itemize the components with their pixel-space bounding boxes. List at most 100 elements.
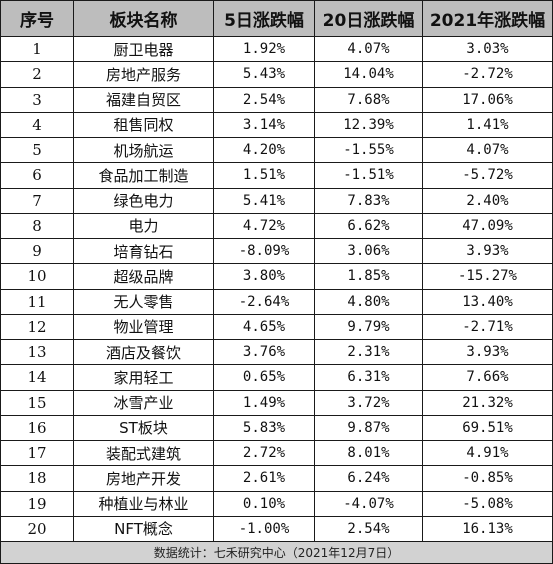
sector-name: 绿色电力 [73, 187, 214, 214]
change-2021: 47.09% [422, 212, 553, 240]
change-20day: 6.62% [314, 212, 423, 240]
sector-name: 酒店及餐饮 [73, 338, 214, 366]
change-20day: 6.31% [314, 364, 423, 391]
change-20day: 9.87% [314, 414, 423, 442]
sector-name: 食品加工制造 [73, 162, 214, 189]
change-2021: 69.51% [422, 414, 553, 442]
change-5day: -1.00% [213, 515, 315, 543]
table-row: 4 租售同权 3.14% 12.39% 1.41% [0, 111, 553, 139]
footer-row: 数据统计：七禾研究中心（2021年12月7日） [0, 541, 553, 564]
change-5day: 1.92% [213, 35, 315, 63]
row-index: 16 [0, 414, 74, 442]
header-sector-name: 板块名称 [73, 0, 214, 37]
header-row: 序号 板块名称 5日涨跌幅 20日涨跌幅 2021年涨跌幅 [0, 0, 553, 37]
change-20day: 3.06% [314, 237, 423, 265]
row-index: 17 [0, 439, 74, 467]
table-row: 7 绿色电力 5.41% 7.83% 2.40% [0, 187, 553, 214]
change-20day: 4.80% [314, 288, 423, 315]
row-index: 1 [0, 35, 74, 63]
header-20day-change: 20日涨跌幅 [314, 0, 423, 37]
change-5day: 1.49% [213, 389, 315, 416]
change-20day: 2.54% [314, 515, 423, 543]
row-index: 19 [0, 490, 74, 517]
table-row: 9 培育钻石 -8.09% 3.06% 3.93% [0, 237, 553, 265]
row-index: 15 [0, 389, 74, 416]
change-2021: 4.91% [422, 439, 553, 467]
table-row: 2 房地产服务 5.43% 14.04% -2.72% [0, 61, 553, 88]
sector-name: 培育钻石 [73, 237, 214, 265]
table-row: 8 电力 4.72% 6.62% 47.09% [0, 212, 553, 240]
change-5day: 0.65% [213, 364, 315, 391]
change-2021: -2.72% [422, 61, 553, 88]
table-row: 14 家用轻工 0.65% 6.31% 7.66% [0, 364, 553, 391]
sector-name: ST板块 [73, 414, 214, 442]
table-row: 15 冰雪产业 1.49% 3.72% 21.32% [0, 389, 553, 416]
change-20day: -4.07% [314, 490, 423, 517]
change-2021: 21.32% [422, 389, 553, 416]
row-index: 2 [0, 61, 74, 88]
sector-name: 超级品牌 [73, 263, 214, 290]
change-5day: 4.20% [213, 136, 315, 164]
row-index: 3 [0, 86, 74, 113]
change-20day: 7.83% [314, 187, 423, 214]
change-20day: 9.79% [314, 313, 423, 341]
change-2021: 3.93% [422, 237, 553, 265]
change-5day: 5.41% [213, 187, 315, 214]
change-20day: 2.31% [314, 338, 423, 366]
change-20day: 8.01% [314, 439, 423, 467]
change-20day: 4.07% [314, 35, 423, 63]
change-5day: -2.64% [213, 288, 315, 315]
sector-name: 机场航运 [73, 136, 214, 164]
table-row: 5 机场航运 4.20% -1.55% 4.07% [0, 136, 553, 164]
sector-name: 房地产开发 [73, 465, 214, 492]
row-index: 13 [0, 338, 74, 366]
change-20day: 3.72% [314, 389, 423, 416]
header-index: 序号 [0, 0, 74, 37]
table-row: 19 种植业与林业 0.10% -4.07% -5.08% [0, 490, 553, 517]
change-2021: 17.06% [422, 86, 553, 113]
change-5day: 5.83% [213, 414, 315, 442]
change-2021: -5.72% [422, 162, 553, 189]
table-row: 13 酒店及餐饮 3.76% 2.31% 3.93% [0, 338, 553, 366]
table-row: 3 福建自贸区 2.54% 7.68% 17.06% [0, 86, 553, 113]
row-index: 8 [0, 212, 74, 240]
change-5day: -8.09% [213, 237, 315, 265]
change-20day: 6.24% [314, 465, 423, 492]
row-index: 11 [0, 288, 74, 315]
row-index: 18 [0, 465, 74, 492]
row-index: 20 [0, 515, 74, 543]
table-row: 18 房地产开发 2.61% 6.24% -0.85% [0, 465, 553, 492]
sector-name: 电力 [73, 212, 214, 240]
sector-name: 厨卫电器 [73, 35, 214, 63]
row-index: 9 [0, 237, 74, 265]
change-5day: 0.10% [213, 490, 315, 517]
sector-name: NFT概念 [73, 515, 214, 543]
change-2021: 7.66% [422, 364, 553, 391]
table-body: 1 厨卫电器 1.92% 4.07% 3.03% 2 房地产服务 5.43% 14.04% -2.… [0, 35, 553, 543]
table-row: 12 物业管理 4.65% 9.79% -2.71% [0, 313, 553, 341]
change-2021: -0.85% [422, 465, 553, 492]
row-index: 14 [0, 364, 74, 391]
table-row: 1 厨卫电器 1.92% 4.07% 3.03% [0, 35, 553, 63]
table-row: 20 NFT概念 -1.00% 2.54% 16.13% [0, 515, 553, 543]
change-20day: 14.04% [314, 61, 423, 88]
sector-name: 无人零售 [73, 288, 214, 315]
change-5day: 2.61% [213, 465, 315, 492]
table-row: 11 无人零售 -2.64% 4.80% 13.40% [0, 288, 553, 315]
header-5day-change: 5日涨跌幅 [213, 0, 315, 37]
sector-name: 物业管理 [73, 313, 214, 341]
change-5day: 3.14% [213, 111, 315, 139]
row-index: 4 [0, 111, 74, 139]
sector-name: 种植业与林业 [73, 490, 214, 517]
change-2021: 1.41% [422, 111, 553, 139]
change-20day: -1.55% [314, 136, 423, 164]
sector-name: 租售同权 [73, 111, 214, 139]
change-20day: -1.51% [314, 162, 423, 189]
header-2021-change: 2021年涨跌幅 [422, 0, 553, 37]
change-5day: 2.54% [213, 86, 315, 113]
change-5day: 1.51% [213, 162, 315, 189]
row-index: 10 [0, 263, 74, 290]
change-2021: 2.40% [422, 187, 553, 214]
